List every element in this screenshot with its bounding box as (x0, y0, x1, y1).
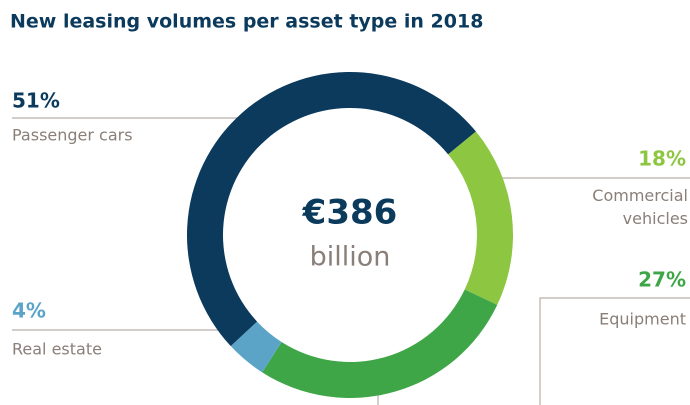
category-label: Passenger cars (12, 126, 133, 145)
chart-title: New leasing volumes per asset type in 20… (10, 11, 483, 33)
value-label: 18% (638, 147, 686, 171)
center-label: billion (310, 242, 391, 273)
donut-segment (230, 321, 282, 373)
category-label-box: Commercial vehicles (592, 186, 688, 228)
value-label: 4% (12, 299, 46, 323)
category-label: Real estate (12, 340, 102, 359)
donut-segment (262, 289, 498, 398)
donut-segment (186, 71, 476, 347)
category-label: Equipment (599, 310, 686, 329)
donut-segment (448, 131, 513, 305)
value-label: 51% (12, 89, 60, 113)
value-label: 27% (638, 268, 686, 292)
leader-line (539, 297, 690, 405)
center-value: €386 (302, 193, 398, 233)
category-label: Commercial vehicles (592, 186, 688, 228)
